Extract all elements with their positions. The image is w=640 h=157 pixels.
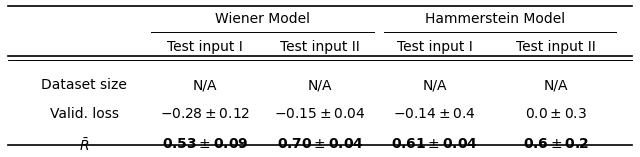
Text: $0.0 \pm 0.3$: $0.0 \pm 0.3$ (525, 107, 587, 121)
Text: Wiener Model: Wiener Model (215, 11, 310, 26)
Text: Dataset size: Dataset size (42, 78, 127, 92)
Text: Hammerstein Model: Hammerstein Model (425, 11, 565, 26)
Text: $\mathbf{0.70} \pm \mathbf{0.04}$: $\mathbf{0.70} \pm \mathbf{0.04}$ (276, 137, 364, 151)
Text: $\mathbf{0.61} \pm \mathbf{0.04}$: $\mathbf{0.61} \pm \mathbf{0.04}$ (391, 137, 478, 151)
Text: N/A: N/A (543, 78, 568, 92)
Text: $\mathbf{0.6} \pm \mathbf{0.2}$: $\mathbf{0.6} \pm \mathbf{0.2}$ (523, 137, 589, 151)
Text: Test input I: Test input I (397, 41, 472, 54)
Text: $-0.28 \pm 0.12$: $-0.28 \pm 0.12$ (160, 107, 250, 121)
Text: $\mathbf{0.53} \pm \mathbf{0.09}$: $\mathbf{0.53} \pm \mathbf{0.09}$ (162, 137, 248, 151)
Text: Test input II: Test input II (280, 41, 360, 54)
Text: N/A: N/A (308, 78, 332, 92)
Text: $-0.14 \pm 0.4$: $-0.14 \pm 0.4$ (394, 107, 476, 121)
Text: Valid. loss: Valid. loss (50, 107, 119, 121)
Text: Test input I: Test input I (168, 41, 243, 54)
Text: N/A: N/A (193, 78, 218, 92)
Text: $-0.15 \pm 0.04$: $-0.15 \pm 0.04$ (274, 107, 366, 121)
Text: $\bar{R}$: $\bar{R}$ (79, 137, 90, 154)
Text: N/A: N/A (422, 78, 447, 92)
Text: Test input II: Test input II (516, 41, 596, 54)
